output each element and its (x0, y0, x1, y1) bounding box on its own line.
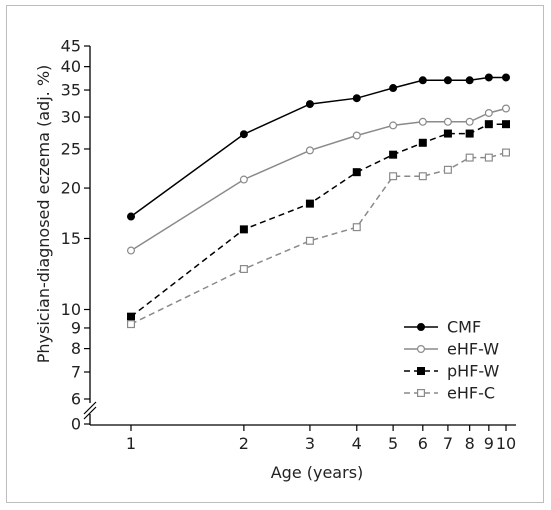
series-line (130, 151, 507, 325)
data-point (418, 138, 427, 147)
data-point (126, 246, 135, 255)
y-tick-label: 25 (61, 139, 81, 158)
data-point (417, 345, 426, 354)
data-point (305, 146, 314, 155)
data-point (239, 225, 248, 234)
data-point (502, 120, 511, 129)
x-tick-label: 1 (126, 434, 136, 453)
y-tick-label: 30 (61, 108, 81, 127)
y-tick-label: 6 (71, 390, 81, 409)
x-tick-label: 9 (484, 434, 494, 453)
x-tick-label: 8 (465, 434, 475, 453)
data-point (389, 150, 398, 159)
x-axis-title: Age (years) (271, 463, 364, 482)
series-ehf-c (126, 148, 511, 329)
data-point (502, 104, 511, 113)
y-tick-label: 0 (71, 415, 81, 434)
data-point (126, 312, 135, 321)
y-tick-label: 15 (61, 229, 81, 248)
data-point (484, 153, 493, 162)
data-point (239, 265, 248, 274)
series-line (130, 123, 506, 318)
data-point (502, 148, 511, 157)
data-point (417, 323, 426, 332)
data-point (418, 117, 427, 126)
series-cmf (126, 73, 511, 221)
data-point (239, 175, 248, 184)
series-ehf-w (126, 104, 511, 255)
chart-frame (6, 5, 544, 503)
data-point (389, 172, 398, 181)
data-point (352, 168, 361, 177)
x-tick-label: 4 (352, 434, 362, 453)
x-tick-label: 5 (388, 434, 398, 453)
y-tick-label: 9 (71, 318, 81, 337)
legend-item-ehf-w: eHF-W (404, 340, 499, 359)
legend-item-ehf-c: eHF-C (404, 384, 495, 403)
series-layer (126, 73, 511, 329)
legend-item-phf-w: pHF-W (404, 362, 500, 381)
data-point (305, 236, 314, 245)
data-point (417, 367, 426, 376)
data-point (443, 129, 452, 138)
x-tick-label: 7 (443, 434, 453, 453)
series-phf-w (126, 120, 511, 321)
y-tick-label: 35 (61, 81, 81, 100)
legend-label: eHF-W (447, 340, 499, 359)
y-tick-label: 40 (61, 57, 81, 76)
y-tick-label: 45 (61, 37, 81, 56)
series-line (130, 107, 507, 252)
data-point (239, 130, 248, 139)
y-tick-label: 20 (61, 179, 81, 198)
series-line (130, 76, 506, 218)
data-point (484, 120, 493, 129)
data-point (389, 121, 398, 130)
data-point (465, 129, 474, 138)
data-point (126, 212, 135, 221)
y-axis-title: Physician-diagnosed eczema (adj. %) (34, 65, 53, 364)
data-point (352, 131, 361, 140)
data-point (465, 117, 474, 126)
data-point (484, 108, 493, 117)
data-point (484, 73, 493, 82)
x-tick-label: 2 (239, 434, 249, 453)
data-point (443, 117, 452, 126)
data-point (352, 223, 361, 232)
y-tick-label: 10 (61, 300, 81, 319)
data-point (389, 84, 398, 93)
data-point (418, 172, 427, 181)
data-point (465, 76, 474, 85)
data-point (305, 100, 314, 109)
data-point (305, 199, 314, 208)
data-point (352, 94, 361, 103)
data-point (417, 389, 426, 398)
legend-label: pHF-W (447, 362, 500, 381)
x-tick-label: 3 (305, 434, 315, 453)
legend-label: eHF-C (447, 384, 495, 403)
y-axis-break-mark (83, 401, 97, 415)
y-tick-label: 7 (71, 362, 81, 381)
data-point (418, 76, 427, 85)
data-point (126, 320, 135, 329)
y-axis-break-mark (83, 406, 97, 420)
data-point (443, 76, 452, 85)
data-point (502, 73, 511, 82)
x-tick-label: 10 (496, 434, 516, 453)
x-tick-label: 6 (418, 434, 428, 453)
legend-item-cmf: CMF (404, 318, 481, 337)
data-point (465, 153, 474, 162)
legend: CMF eHF-W pHF-W eHF-C (404, 318, 500, 403)
data-point (443, 165, 452, 174)
y-tick-label: 8 (71, 339, 81, 358)
legend-label: CMF (447, 318, 481, 337)
